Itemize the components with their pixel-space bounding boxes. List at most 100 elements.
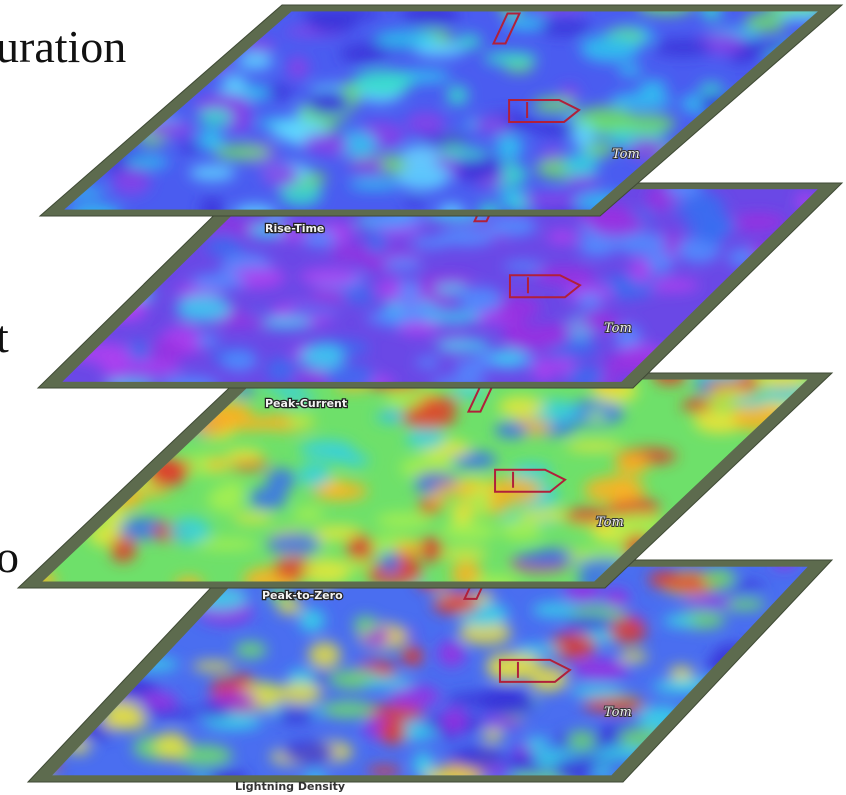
heat-blob xyxy=(265,358,298,382)
heat-blob xyxy=(261,162,300,188)
heat-blob xyxy=(324,364,376,382)
heat-blob xyxy=(299,439,356,460)
heat-blob xyxy=(569,685,623,698)
heat-blob xyxy=(615,324,642,351)
heat-blob xyxy=(277,682,323,704)
heat-blob xyxy=(375,512,432,529)
heat-blob xyxy=(232,513,274,524)
heat-blob xyxy=(467,489,492,517)
heat-blob xyxy=(303,229,336,248)
heat-blob xyxy=(221,351,258,372)
boundary-outline xyxy=(491,12,522,45)
heat-blob xyxy=(682,595,734,609)
heat-blob xyxy=(440,707,468,734)
heat-blob xyxy=(487,663,532,681)
heat-blob xyxy=(437,147,489,159)
heat-blob xyxy=(306,89,350,116)
heat-blob xyxy=(585,310,615,324)
heat-blob xyxy=(483,765,507,776)
heat-blob xyxy=(553,757,594,776)
heat-blob xyxy=(566,366,606,382)
heat-blob xyxy=(532,357,554,382)
heat-blob xyxy=(184,768,249,776)
heat-blob xyxy=(499,11,523,17)
heat-blob xyxy=(179,142,203,153)
map-layer: Tom xyxy=(26,559,834,783)
heat-blob xyxy=(366,230,387,255)
layer-marker: Tom xyxy=(612,147,640,162)
heat-blob xyxy=(653,38,712,57)
heat-blob xyxy=(437,640,466,667)
heat-blob xyxy=(435,338,491,353)
heat-blob xyxy=(266,532,322,556)
side-text: t xyxy=(0,311,9,362)
heat-blob xyxy=(608,617,647,644)
heat-blob xyxy=(528,666,569,692)
heat-blob xyxy=(312,481,368,501)
heat-blob xyxy=(320,701,375,719)
heat-blob xyxy=(494,421,529,439)
heat-blob xyxy=(281,740,337,764)
heat-blob xyxy=(648,570,681,589)
heat-blob xyxy=(702,568,736,590)
side-text: o xyxy=(0,531,19,582)
heatmap xyxy=(64,11,818,210)
heat-blob xyxy=(478,716,525,729)
heat-blob xyxy=(400,145,440,167)
boundary-outline xyxy=(498,658,572,683)
heat-blob xyxy=(175,294,232,323)
heat-blob xyxy=(154,732,189,760)
heat-blob xyxy=(405,426,446,450)
heat-blob xyxy=(437,203,466,210)
map-layer: Tom xyxy=(16,372,834,589)
heat-blob xyxy=(293,506,324,521)
heat-blob xyxy=(577,293,603,309)
heat-blob xyxy=(733,396,768,407)
heat-blob xyxy=(446,85,469,106)
heat-blob xyxy=(483,51,538,66)
heat-blob xyxy=(141,707,201,719)
heat-blob xyxy=(699,82,724,94)
heat-blob xyxy=(213,144,272,161)
heat-blob xyxy=(423,766,481,776)
heat-blob xyxy=(198,108,233,126)
heat-blob xyxy=(286,56,310,80)
heat-blob xyxy=(567,730,597,751)
heat-blob xyxy=(394,541,424,554)
heat-blob xyxy=(752,379,808,388)
heat-blob xyxy=(577,235,617,258)
heat-blob xyxy=(207,485,245,513)
heat-blob xyxy=(299,343,345,371)
heat-blob xyxy=(188,164,236,181)
heat-blob xyxy=(614,451,649,476)
heat-blob xyxy=(518,509,581,521)
heat-blob xyxy=(434,283,467,295)
heat-blob xyxy=(379,551,401,575)
side-text: uration xyxy=(0,21,126,72)
heat-blob xyxy=(563,615,615,632)
heat-blob xyxy=(298,268,360,286)
heat-blob xyxy=(279,180,323,206)
heat-blob xyxy=(583,476,646,504)
map-layer: Tom xyxy=(38,4,844,217)
heat-blob xyxy=(308,12,357,34)
heat-blob xyxy=(258,317,313,329)
heat-blob xyxy=(613,231,668,255)
heat-blob xyxy=(412,751,434,776)
heat-blob xyxy=(432,594,479,615)
heat-blob xyxy=(224,448,264,464)
heat-blob xyxy=(532,602,578,618)
heat-blob xyxy=(513,552,574,569)
heat-blob xyxy=(348,178,401,190)
heat-blob xyxy=(192,661,235,672)
heat-blob xyxy=(426,310,481,324)
heatmap-blobs xyxy=(64,11,818,210)
heat-blob xyxy=(497,396,545,418)
heat-blob xyxy=(397,320,440,336)
heat-blob xyxy=(564,507,612,524)
heat-blob xyxy=(629,258,652,284)
heat-blob xyxy=(111,168,151,196)
heat-blob xyxy=(533,266,595,286)
heat-blob xyxy=(266,468,296,492)
heat-blob xyxy=(459,286,503,313)
